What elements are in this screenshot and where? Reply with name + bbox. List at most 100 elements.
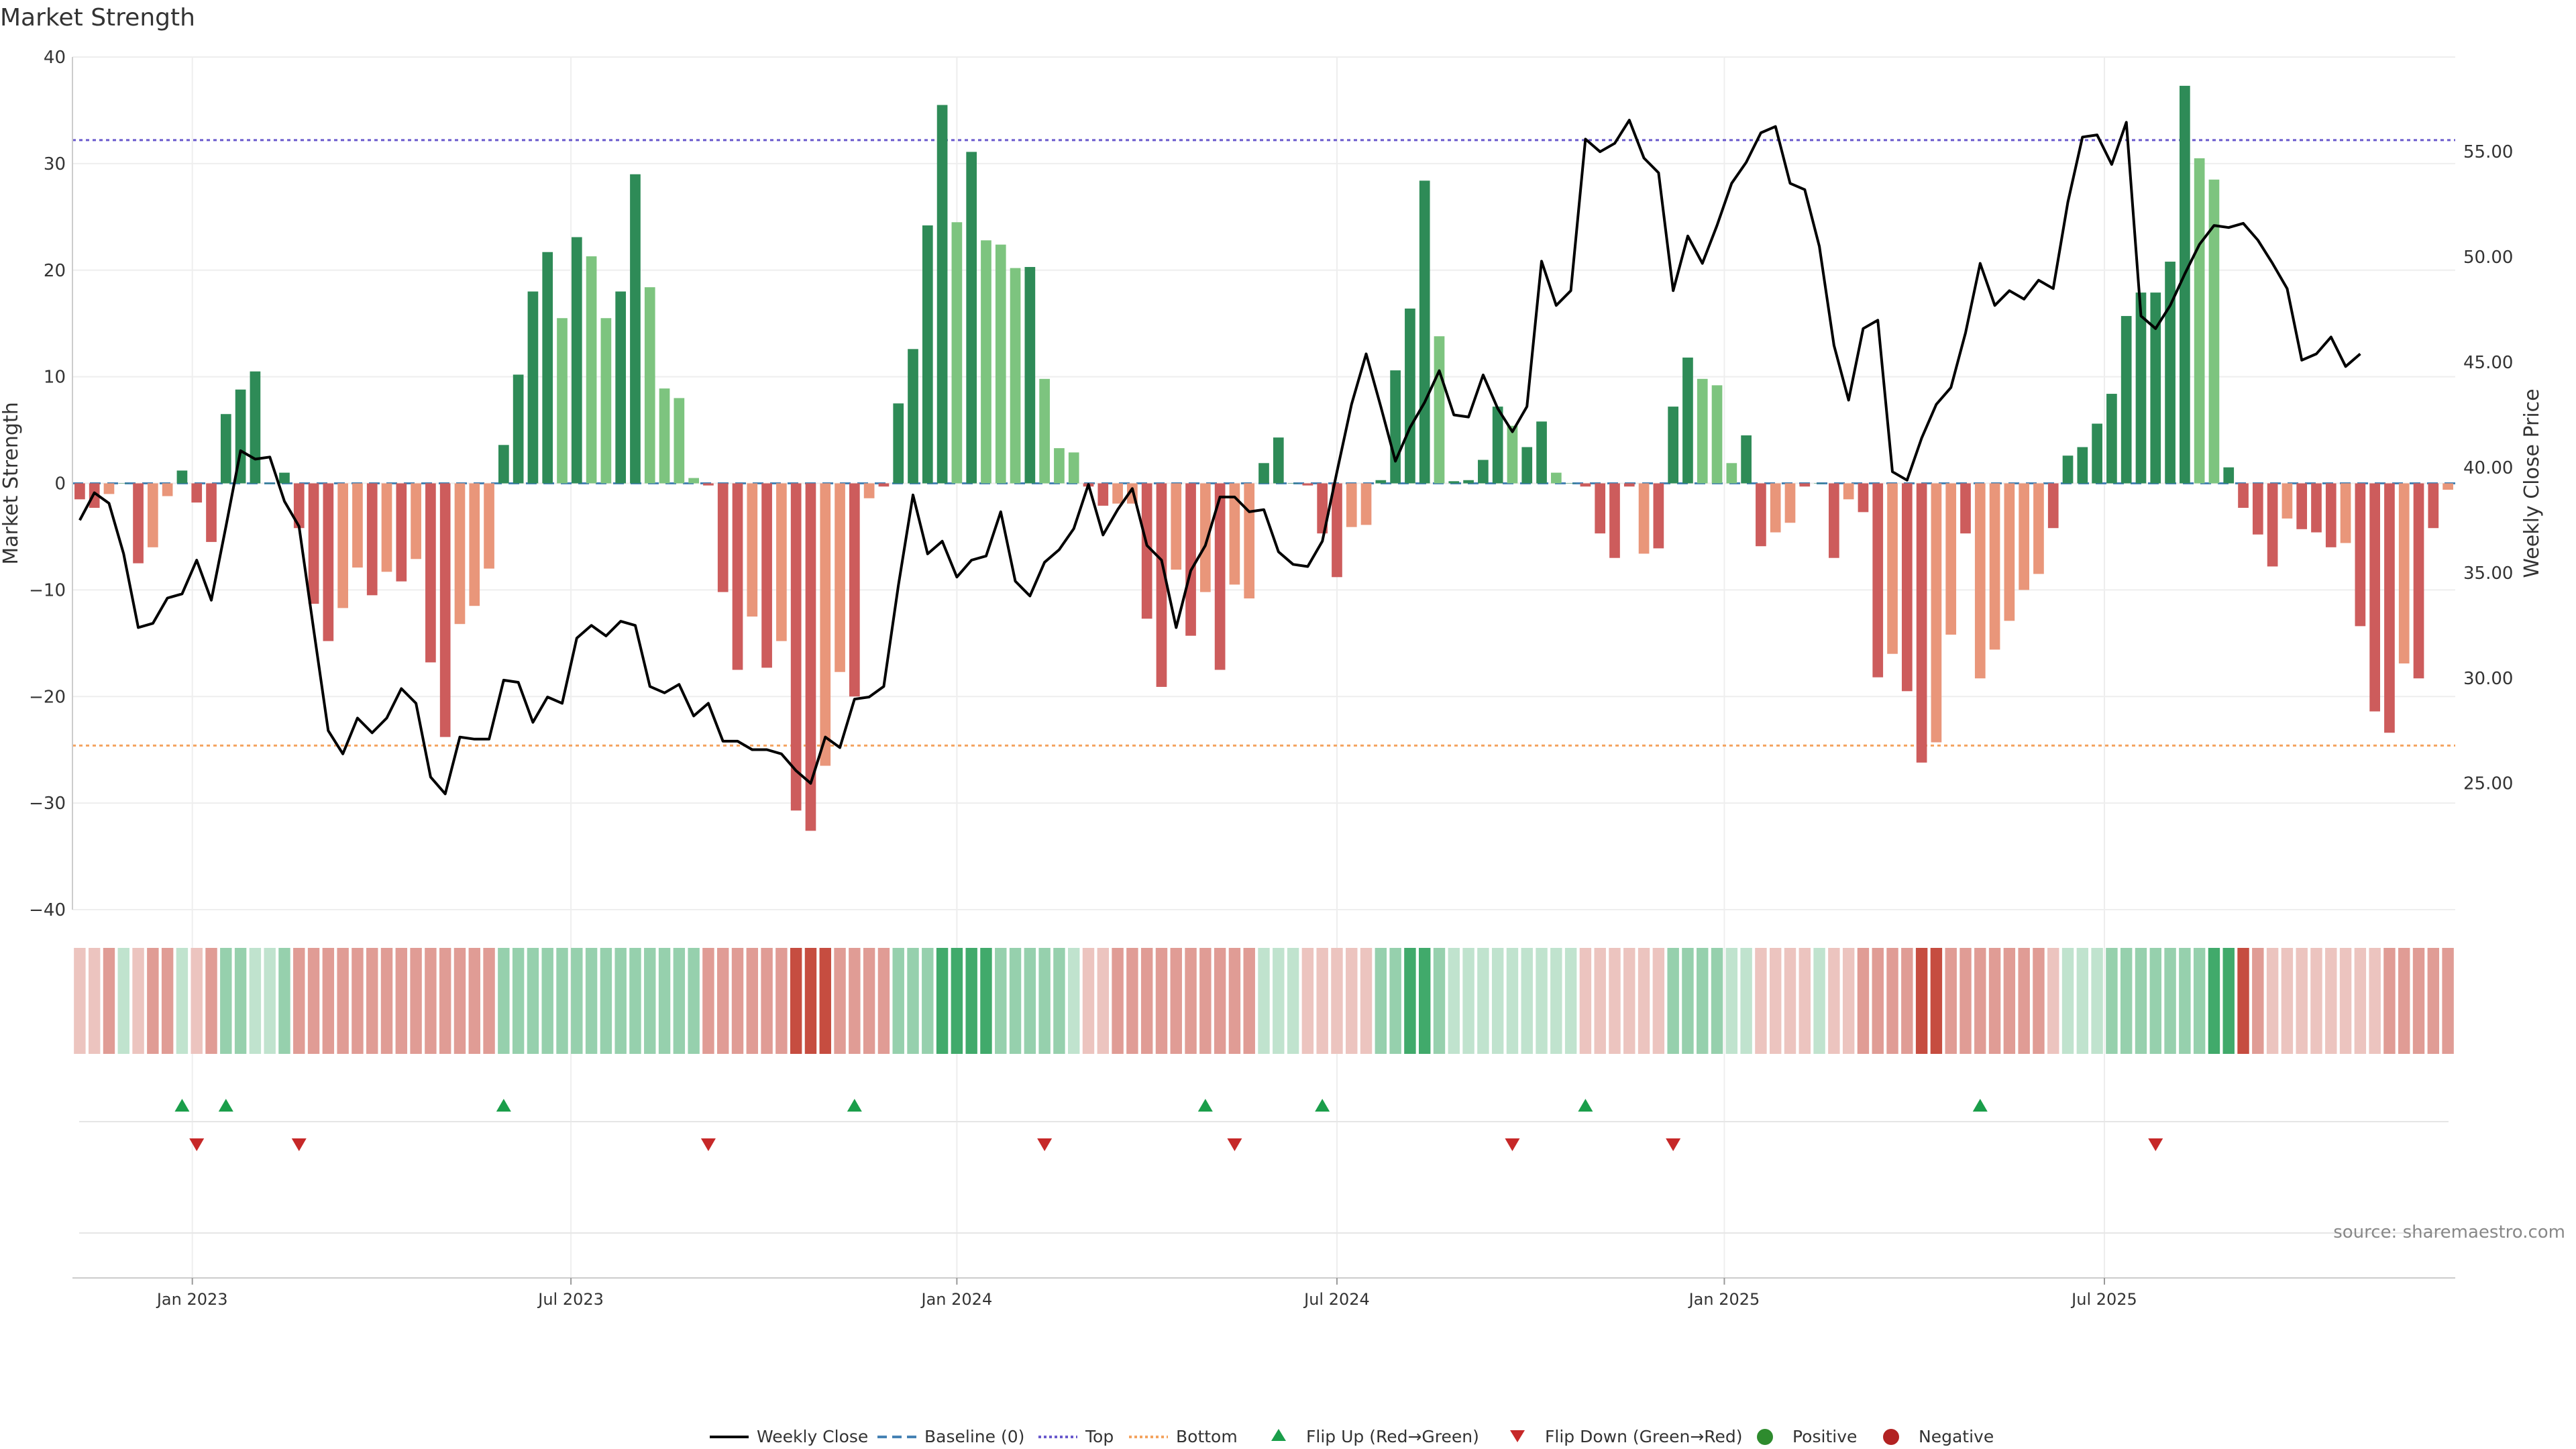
strip-cell [366, 948, 378, 1054]
right-tick-label: 25.00 [2463, 774, 2513, 794]
strip-cell [1243, 948, 1255, 1054]
strip-cell [980, 948, 992, 1054]
strength-bar [1156, 483, 1167, 687]
strength-bar [396, 483, 407, 582]
strip-cell [1185, 948, 1197, 1054]
axes: 40 30 20 10 0 −10 −20 −30 −40 Market Strength 55.0… [0, 48, 2544, 1309]
strength-bar [439, 483, 451, 737]
strength-bar [103, 483, 115, 494]
strip-cell [922, 948, 934, 1054]
strip-cell [2398, 948, 2410, 1054]
strength-bar [1638, 483, 1650, 554]
strength-bar [2252, 483, 2263, 535]
strip-cell [2033, 948, 2045, 1054]
strip-cell [2149, 948, 2161, 1054]
strength-bar [1960, 483, 1971, 534]
strip-cell [410, 948, 422, 1054]
strip-cell [600, 948, 612, 1054]
strip-cell [2076, 948, 2089, 1054]
flip-up-marker [1972, 1099, 1988, 1112]
strip-cell [2310, 948, 2322, 1054]
strength-bar [1858, 483, 1869, 513]
strength-bar [2092, 423, 2102, 484]
strip-cell [1170, 948, 1182, 1054]
strip-cell [1974, 948, 1986, 1054]
strip-cell [1009, 948, 1022, 1054]
right-axis-label: Weekly Close Price [2520, 388, 2544, 578]
strip-cell [1346, 948, 1358, 1054]
right-tick-label: 30.00 [2463, 669, 2513, 689]
strength-bar [1711, 385, 1723, 484]
strip-cell [1784, 948, 1796, 1054]
strength-bar [1244, 483, 1255, 599]
strip-cell [951, 948, 963, 1054]
chart-title: Market Strength [0, 4, 195, 32]
strength-bar [688, 478, 699, 484]
strip-cell [337, 948, 349, 1054]
legend-label: Bottom [1176, 1427, 1238, 1446]
strength-bar [411, 483, 421, 559]
strip-cell [614, 948, 627, 1054]
strip-cell [1536, 948, 1548, 1054]
strip-cell [1886, 948, 1898, 1054]
right-tick-label: 55.00 [2463, 142, 2513, 162]
strength-bar [1668, 407, 1679, 484]
strength-bar [1258, 463, 1269, 484]
strength-bar [1199, 483, 1211, 592]
strip-cell [234, 948, 247, 1054]
strength-bar [1741, 435, 1752, 484]
strength-bar [1756, 483, 1766, 547]
strength-bar [2325, 483, 2337, 547]
strength-bar [1989, 483, 2000, 650]
strip-cell [658, 948, 671, 1054]
strip-cell [1682, 948, 1694, 1054]
flip-up-marker [174, 1099, 190, 1112]
strip-cell [2106, 948, 2118, 1054]
strength-bar [206, 483, 217, 542]
strip-cell [1462, 948, 1474, 1054]
strength-bar [220, 414, 231, 484]
strength-bar [148, 483, 158, 547]
strength-bar [922, 225, 933, 484]
strip-cell [1697, 948, 1709, 1054]
strip-cell [1652, 948, 1665, 1054]
strength-bar [908, 349, 918, 484]
strip-cell [161, 948, 174, 1054]
strength-bar [425, 483, 436, 663]
strip-cell [1067, 948, 1080, 1054]
left-tick-label: 10 [44, 368, 66, 388]
strip-cell [2369, 948, 2381, 1054]
strip-cell [2222, 948, 2235, 1054]
strip-cell [1477, 948, 1489, 1054]
strip-cell [1623, 948, 1635, 1054]
strip-cell [936, 948, 949, 1054]
strip-cell [1331, 948, 1343, 1054]
strip-cell [1199, 948, 1212, 1054]
strip-cell [1901, 948, 1913, 1054]
strip-cell [804, 948, 817, 1054]
strip-cell [1097, 948, 1110, 1054]
strip-cell [834, 948, 846, 1054]
left-axis-label: Market Strength [0, 402, 23, 564]
strip-cell [1112, 948, 1124, 1054]
strip-cell [2252, 948, 2264, 1054]
strength-bar [337, 483, 348, 608]
strip-cell [1769, 948, 1782, 1054]
left-tick-label: −20 [29, 687, 66, 707]
strength-bar [2311, 483, 2322, 533]
legend-label: Flip Down (Green→Red) [1545, 1427, 1743, 1446]
strength-bar [644, 287, 655, 484]
strength-bar [1931, 483, 1942, 743]
strength-bar [1375, 480, 1387, 484]
strength-bar [790, 483, 802, 811]
strip-cell [2120, 948, 2133, 1054]
strength-bar [571, 237, 582, 484]
strength-bar [1580, 483, 1591, 487]
strip-cell [512, 948, 525, 1054]
strip-cell [220, 948, 232, 1054]
strength-bar [893, 403, 904, 484]
x-tick-label: Jul 2023 [537, 1290, 604, 1309]
strength-bar [1901, 483, 1913, 692]
legend: Weekly Close Baseline (0) Top Bottom Flip Up… [710, 1427, 1994, 1446]
strength-bar [835, 483, 845, 672]
